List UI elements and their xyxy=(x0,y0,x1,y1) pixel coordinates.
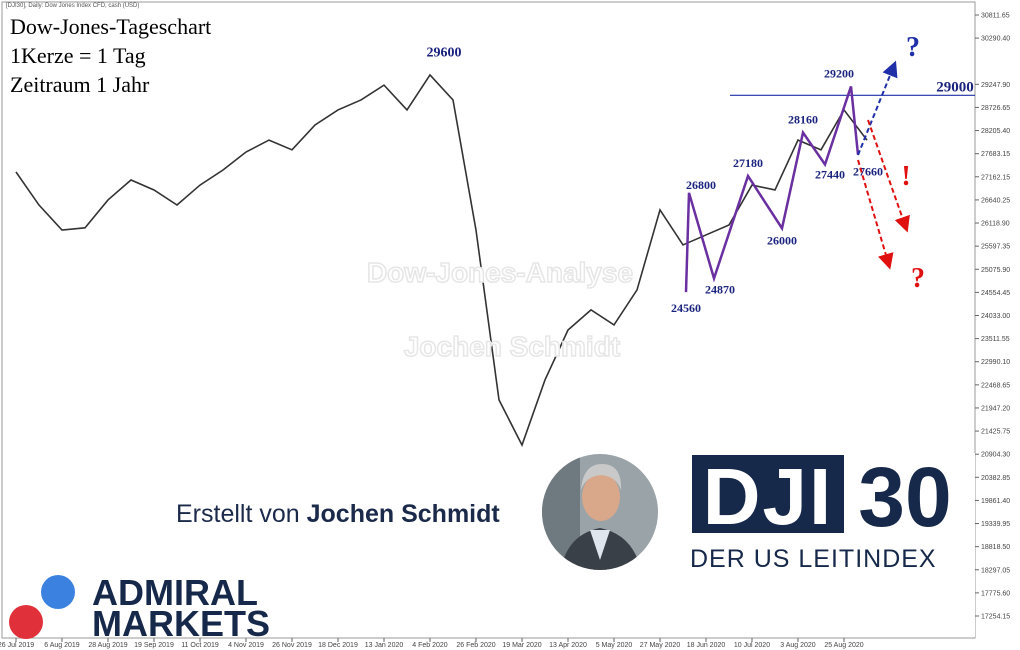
y-tick-label: 17775.60 xyxy=(981,590,1010,597)
logo-dot xyxy=(9,605,43,639)
author: Jochen Schmidt xyxy=(307,500,501,528)
x-tick-label: 11 Oct 2019 xyxy=(181,642,219,649)
y-tick-label: 27683.15 xyxy=(981,151,1010,158)
x-tick-label: 13 Apr 2020 xyxy=(549,642,587,649)
logo-dot xyxy=(41,575,75,609)
x-tick-label: 19 Sep 2019 xyxy=(134,642,174,649)
y-tick-label: 18818.50 xyxy=(981,544,1010,551)
y-tick-label: 28205.40 xyxy=(981,128,1010,135)
level-label: 29000 xyxy=(936,79,974,95)
y-tick-label: 24554.45 xyxy=(981,290,1010,297)
y-tick-label: 30811.65 xyxy=(981,12,1010,19)
y-tick-label: 20382.85 xyxy=(981,475,1010,482)
y-tick-label: 20904.30 xyxy=(981,452,1010,459)
x-tick-label: 28 Aug 2019 xyxy=(88,642,127,649)
watermark: Jochen Schmidt xyxy=(404,331,620,362)
wave-label: 24560 xyxy=(671,301,701,315)
y-tick-label: 29247.90 xyxy=(981,82,1010,89)
logo-main: DJI xyxy=(703,452,834,541)
arrow xyxy=(867,119,910,233)
x-tick-label: 25 Aug 2020 xyxy=(824,642,863,649)
x-tick-label: 19 Mar 2020 xyxy=(502,642,541,649)
x-tick-label: 6 Aug 2019 xyxy=(44,642,80,649)
x-tick-label: 18 Dec 2019 xyxy=(318,642,358,649)
credit: Erstellt von Jochen Schmidt xyxy=(176,500,500,528)
y-tick-label: 19861.40 xyxy=(981,498,1010,505)
y-tick-label: 23511.55 xyxy=(981,336,1010,343)
y-tick-label: 19339.95 xyxy=(981,521,1010,528)
x-tick-label: 3 Aug 2020 xyxy=(780,642,816,649)
wave-label: 27660 xyxy=(853,165,883,179)
x-tick-label: 13 Jan 2020 xyxy=(365,642,404,649)
watermark: Dow-Jones-Analyse xyxy=(367,257,633,288)
y-tick-label: 18297.05 xyxy=(981,567,1010,574)
subtitle: 1Kerze = 1 Tag xyxy=(10,43,146,68)
wave-label: 29200 xyxy=(824,66,854,80)
price-line xyxy=(15,73,868,448)
annotation-mark: ? xyxy=(911,263,925,294)
y-tick-label: 21947.20 xyxy=(981,405,1010,412)
y-tick-label: 17254.15 xyxy=(981,614,1010,621)
y-tick-label: 22990.10 xyxy=(981,359,1010,366)
arrow xyxy=(857,159,894,270)
x-tick-label: 18 Jun 2020 xyxy=(687,642,726,649)
y-tick-label: 25075.90 xyxy=(981,267,1010,274)
wave-label: 27180 xyxy=(733,156,763,170)
x-tick-label: 5 May 2020 xyxy=(596,642,633,649)
broker-name: ADMIRAL xyxy=(92,572,258,613)
wave-count xyxy=(684,86,860,293)
plot: 30811.65 30290.40 29247.90 28726.65 28205.40… xyxy=(0,12,1010,649)
y-tick-label: 30290.40 xyxy=(981,36,1010,43)
y-tick-label: 25597.35 xyxy=(981,244,1010,251)
chart-title: Dow-Jones-Tageschart xyxy=(10,14,211,39)
y-tick-label: 24033.00 xyxy=(981,313,1010,320)
y-tick-label: 21425.75 xyxy=(981,429,1010,436)
header: [DJI30], Daily: Dow Jones Index CFD, cas… xyxy=(6,3,139,9)
author-photo xyxy=(542,454,658,570)
peak-label: 29600 xyxy=(427,46,462,61)
credit-prefix: Erstellt von xyxy=(176,500,300,528)
y-tick-label: 27162.15 xyxy=(981,174,1010,181)
x-tick-label: 10 Jul 2020 xyxy=(734,642,770,649)
y-tick-label: 26640.25 xyxy=(981,197,1010,204)
y-tick-label: 22468.65 xyxy=(981,382,1010,389)
wave-label: 24870 xyxy=(705,282,735,296)
x-tick-label: 26 Nov 2019 xyxy=(272,642,312,649)
x-tick-label: 26 Jul 2019 xyxy=(0,642,34,649)
x-tick-label: 4 Feb 2020 xyxy=(412,642,448,649)
y-tick-label: 28726.65 xyxy=(981,105,1010,112)
logo-subtitle: DER US LEITINDEX xyxy=(690,545,937,573)
annotation-mark: ! xyxy=(901,161,910,192)
plot-frame xyxy=(1,1,976,639)
logo-box xyxy=(692,455,844,533)
wave-label: 28160 xyxy=(788,113,818,127)
subtitle: Zeitraum 1 Jahr xyxy=(10,72,150,97)
wave-label: 27440 xyxy=(815,167,845,181)
y-tick-label: 26118.90 xyxy=(981,221,1010,228)
wave-label: 26800 xyxy=(686,178,716,192)
wave-label: 26000 xyxy=(767,233,797,247)
x-tick-label: 4 Nov 2019 xyxy=(228,642,264,649)
x-tick-label: 27 May 2020 xyxy=(640,642,681,649)
logo-number: 30 xyxy=(858,450,951,544)
annotation-mark: ? xyxy=(906,32,920,63)
x-tick-label: 26 Feb 2020 xyxy=(456,642,495,649)
broker-name: MARKETS xyxy=(92,603,270,644)
